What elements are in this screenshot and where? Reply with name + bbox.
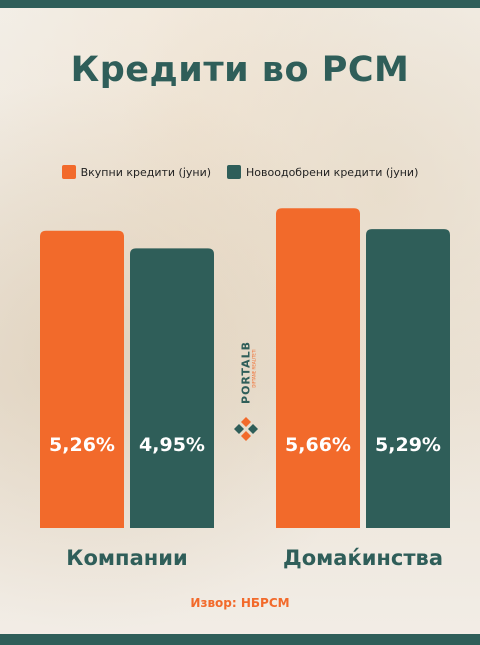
legend-label-total: Вкупни кредити (јуни) xyxy=(80,165,212,179)
legend-label-new: Новоодобрени кредити (јуни) xyxy=(246,165,419,179)
portalb-logo: PORTALB DIFTANE REALITETI xyxy=(231,336,261,446)
bar-0-1 xyxy=(130,248,214,528)
bar-value-label-0-0: 5,26% xyxy=(49,434,115,456)
legend-item-new: Новоодобрени кредити (јуни) xyxy=(227,165,418,179)
bar-1-1 xyxy=(366,229,450,529)
legend-item-total: Вкупни кредити (јуни) xyxy=(61,165,212,179)
category-label-1: Домаќинства xyxy=(283,546,443,570)
legend: Вкупни кредити (јуни) Новоодобрени креди… xyxy=(0,165,480,179)
source-note: Извор: НБРСМ xyxy=(190,596,290,610)
legend-swatch-new xyxy=(227,165,242,179)
bar-value-label-1-0: 5,66% xyxy=(285,434,351,456)
bar-value-label-0-1: 4,95% xyxy=(139,434,205,456)
legend-swatch-total xyxy=(61,165,76,179)
top-border xyxy=(0,0,480,8)
logo-subtext: DIFTANE REALITETI xyxy=(251,349,257,388)
bar-value-label-1-1: 5,29% xyxy=(375,434,441,456)
chart-title: Кредити во РСМ xyxy=(70,50,410,90)
logo-diamond-icon xyxy=(234,417,258,441)
bar-1-0 xyxy=(276,208,360,528)
category-label-0: Компании xyxy=(66,546,187,570)
bottom-border xyxy=(0,634,480,645)
bar-0-0 xyxy=(40,230,124,528)
